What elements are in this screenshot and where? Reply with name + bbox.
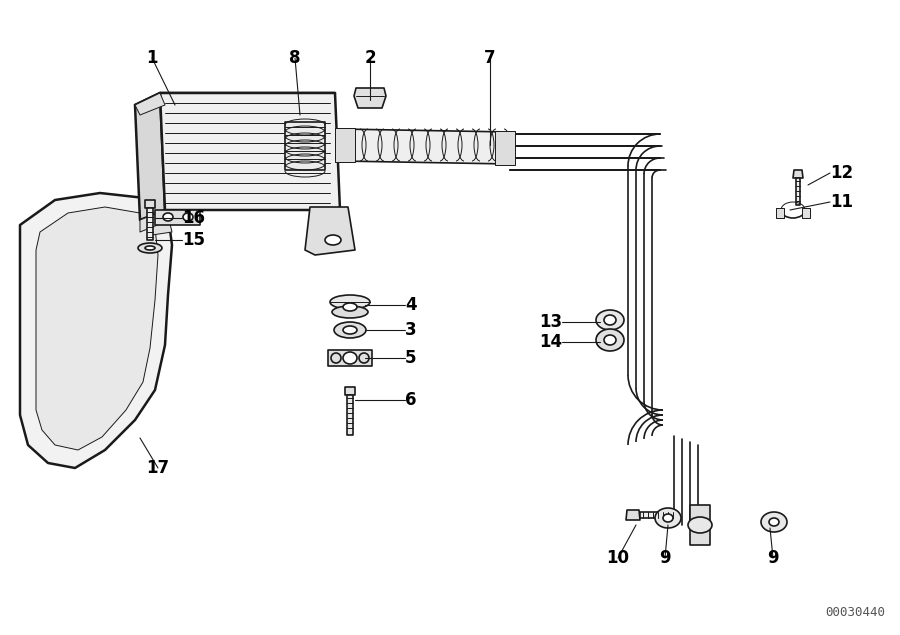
Ellipse shape xyxy=(331,353,341,363)
Text: 11: 11 xyxy=(830,193,853,211)
Ellipse shape xyxy=(183,213,193,221)
Polygon shape xyxy=(776,208,784,218)
Polygon shape xyxy=(147,208,153,240)
Text: 15: 15 xyxy=(182,231,205,249)
Text: 12: 12 xyxy=(830,164,853,182)
Polygon shape xyxy=(328,350,372,366)
Polygon shape xyxy=(150,215,172,235)
Ellipse shape xyxy=(688,517,712,533)
Text: 1: 1 xyxy=(146,49,158,67)
Ellipse shape xyxy=(761,512,787,532)
Text: 13: 13 xyxy=(539,313,562,331)
Ellipse shape xyxy=(330,295,370,309)
Polygon shape xyxy=(145,200,155,208)
Polygon shape xyxy=(495,131,515,165)
Ellipse shape xyxy=(163,213,173,221)
Polygon shape xyxy=(690,505,710,545)
Ellipse shape xyxy=(343,352,357,364)
Text: 10: 10 xyxy=(607,549,629,567)
Polygon shape xyxy=(140,210,165,232)
Ellipse shape xyxy=(359,353,369,363)
Ellipse shape xyxy=(343,326,357,334)
Ellipse shape xyxy=(596,329,624,351)
Polygon shape xyxy=(347,395,353,435)
Ellipse shape xyxy=(145,246,155,250)
Polygon shape xyxy=(160,93,340,210)
Text: 16: 16 xyxy=(182,209,205,227)
Text: 9: 9 xyxy=(767,549,778,567)
Polygon shape xyxy=(802,208,810,218)
Ellipse shape xyxy=(655,508,681,528)
Polygon shape xyxy=(135,93,335,105)
Text: 17: 17 xyxy=(147,459,169,477)
Ellipse shape xyxy=(325,235,341,245)
Polygon shape xyxy=(285,122,325,170)
Polygon shape xyxy=(20,193,172,468)
Text: 8: 8 xyxy=(289,49,301,67)
Text: 5: 5 xyxy=(405,349,417,367)
Text: 7: 7 xyxy=(484,49,496,67)
Polygon shape xyxy=(640,512,675,518)
Polygon shape xyxy=(135,93,165,220)
Text: 3: 3 xyxy=(405,321,417,339)
Polygon shape xyxy=(135,93,165,115)
Polygon shape xyxy=(626,510,640,520)
Polygon shape xyxy=(155,210,200,225)
Ellipse shape xyxy=(138,243,162,253)
Polygon shape xyxy=(335,128,355,162)
Polygon shape xyxy=(354,88,386,108)
Text: 14: 14 xyxy=(539,333,562,351)
Polygon shape xyxy=(305,207,355,255)
Polygon shape xyxy=(36,207,158,450)
Text: 2: 2 xyxy=(364,49,376,67)
Ellipse shape xyxy=(343,303,357,311)
Ellipse shape xyxy=(769,518,779,526)
Ellipse shape xyxy=(604,335,616,345)
Polygon shape xyxy=(345,387,355,395)
Text: 4: 4 xyxy=(405,296,417,314)
Ellipse shape xyxy=(596,310,624,330)
Ellipse shape xyxy=(604,315,616,325)
Ellipse shape xyxy=(663,514,673,522)
Text: 00030440: 00030440 xyxy=(825,606,885,619)
Text: 9: 9 xyxy=(659,549,670,567)
Polygon shape xyxy=(340,129,510,164)
Polygon shape xyxy=(796,178,800,205)
Text: 6: 6 xyxy=(405,391,417,409)
Ellipse shape xyxy=(332,306,368,318)
Ellipse shape xyxy=(334,322,366,338)
Polygon shape xyxy=(793,170,803,178)
